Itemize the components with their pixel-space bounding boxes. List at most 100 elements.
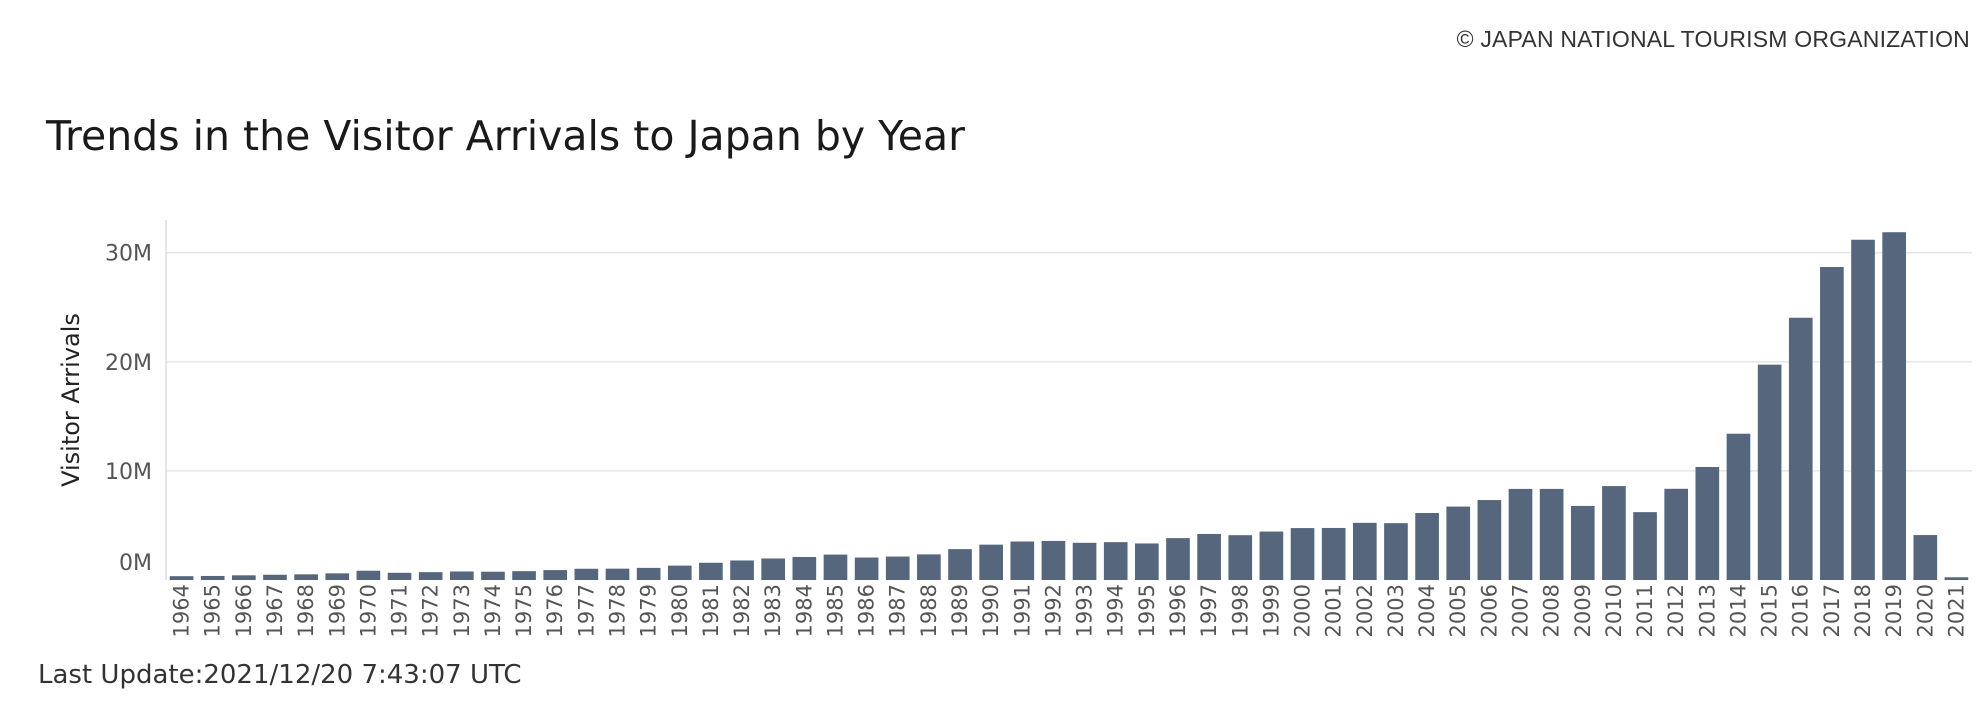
y-tick-label: 10M (105, 460, 152, 485)
x-tick-label-1997: 1997 (1197, 584, 1221, 637)
bar-1976[interactable] (543, 570, 568, 580)
bar-2003[interactable] (1384, 523, 1408, 580)
bar-1983[interactable] (761, 558, 786, 580)
bar-2002[interactable] (1352, 522, 1377, 580)
x-tick-label-1998: 1998 (1228, 584, 1252, 637)
x-tick-label-1999: 1999 (1259, 584, 1283, 637)
bar-1993[interactable] (1072, 542, 1097, 580)
bar-1995[interactable] (1135, 543, 1159, 580)
x-tick-label-1992: 1992 (1041, 584, 1065, 637)
bar-1990[interactable] (979, 544, 1003, 580)
x-tick-label-1969: 1969 (325, 584, 349, 637)
x-tick-label-2001: 2001 (1322, 584, 1346, 637)
x-tick-label-2019: 2019 (1882, 584, 1906, 637)
bar-1996[interactable] (1166, 538, 1190, 580)
x-tick-label-1972: 1972 (419, 584, 443, 637)
x-tick-label-1979: 1979 (637, 584, 661, 637)
bar-2012[interactable] (1664, 488, 1689, 580)
bar-1970[interactable] (356, 570, 381, 580)
x-tick-label-2014: 2014 (1726, 584, 1750, 637)
bar-1974[interactable] (481, 571, 505, 580)
x-tick-label-2009: 2009 (1571, 584, 1595, 637)
bar-2004[interactable] (1415, 513, 1439, 580)
bar-1987[interactable] (885, 556, 910, 580)
x-tick-label-1993: 1993 (1073, 584, 1097, 637)
bar-1981[interactable] (699, 562, 723, 580)
bar-1989[interactable] (948, 549, 972, 580)
bar-2015[interactable] (1757, 364, 1782, 580)
bar-2005[interactable] (1446, 506, 1471, 580)
bars (169, 232, 1969, 580)
x-axis-ticks: 1964 1965 1966 1967 1968 1969 1970 1971 1972 1973… (170, 584, 1969, 637)
x-tick-label-1995: 1995 (1135, 584, 1159, 637)
x-tick-label-1991: 1991 (1010, 584, 1034, 637)
bar-1967[interactable] (263, 574, 287, 580)
bar-1971[interactable] (387, 572, 412, 580)
x-tick-label-2004: 2004 (1415, 584, 1439, 637)
bar-2000[interactable] (1290, 528, 1315, 580)
bar-1979[interactable] (636, 567, 661, 580)
bar-1966[interactable] (232, 575, 256, 580)
x-tick-label-1996: 1996 (1166, 584, 1190, 637)
x-tick-label-2016: 2016 (1789, 584, 1813, 637)
bar-1999[interactable] (1259, 531, 1284, 580)
x-tick-label-1975: 1975 (512, 584, 536, 637)
bar-1992[interactable] (1041, 540, 1066, 580)
bar-2019[interactable] (1882, 232, 1906, 580)
x-tick-label-1980: 1980 (668, 584, 692, 637)
y-axis-label: Visitor Arrivals (57, 313, 85, 487)
bar-2017[interactable] (1820, 267, 1844, 580)
bar-2008[interactable] (1539, 488, 1564, 580)
x-tick-label-1965: 1965 (201, 584, 225, 637)
bar-2011[interactable] (1633, 512, 1657, 580)
bar-1998[interactable] (1228, 535, 1253, 580)
bar-1975[interactable] (512, 571, 536, 580)
x-tick-label-1971: 1971 (388, 584, 412, 637)
x-tick-label-1977: 1977 (574, 584, 598, 637)
bar-1972[interactable] (418, 572, 443, 580)
bar-2014[interactable] (1726, 433, 1751, 580)
x-tick-label-1974: 1974 (481, 584, 505, 637)
bar-1969[interactable] (325, 573, 350, 580)
gridlines (166, 251, 1972, 472)
x-tick-label-1994: 1994 (1104, 584, 1128, 637)
bar-1997[interactable] (1197, 533, 1221, 580)
bar-2018[interactable] (1851, 239, 1875, 580)
x-tick-label-2013: 2013 (1695, 584, 1719, 637)
bar-1968[interactable] (294, 574, 318, 580)
bar-1985[interactable] (823, 554, 848, 580)
x-tick-label-1988: 1988 (917, 584, 941, 637)
x-tick-label-2007: 2007 (1509, 584, 1533, 637)
bar-1994[interactable] (1103, 542, 1128, 580)
bar-1984[interactable] (792, 556, 817, 580)
x-tick-label-1978: 1978 (606, 584, 630, 637)
bar-2020[interactable] (1913, 535, 1938, 580)
bar-1986[interactable] (854, 557, 879, 580)
bar-1980[interactable] (667, 565, 692, 580)
y-tick-label: 30M (105, 242, 152, 267)
bar-2016[interactable] (1788, 317, 1813, 580)
y-tick-label: 20M (105, 351, 152, 376)
chart-title: Trends in the Visitor Arrivals to Japan … (46, 112, 965, 160)
bar-1988[interactable] (917, 554, 941, 580)
x-tick-label-2012: 2012 (1664, 584, 1688, 637)
bar-1977[interactable] (574, 568, 599, 580)
bar-2007[interactable] (1508, 488, 1533, 580)
bar-1964[interactable] (169, 576, 194, 580)
x-tick-label-1986: 1986 (855, 584, 879, 637)
bar-2021[interactable] (1944, 577, 1969, 580)
x-tick-label-2021: 2021 (1944, 584, 1968, 637)
bar-2006[interactable] (1477, 500, 1502, 580)
bar-1982[interactable] (730, 560, 754, 580)
bar-2013[interactable] (1695, 466, 1720, 580)
bar-1965[interactable] (200, 575, 225, 580)
bar-1991[interactable] (1010, 541, 1035, 580)
x-tick-label-1984: 1984 (792, 584, 816, 637)
bar-2010[interactable] (1602, 486, 1626, 580)
bar-2001[interactable] (1321, 527, 1346, 580)
bar-1978[interactable] (605, 568, 630, 580)
bar-2009[interactable] (1570, 505, 1595, 580)
bar-1973[interactable] (449, 571, 474, 580)
copyright-notice: © JAPAN NATIONAL TOURISM ORGANIZATION (1456, 26, 1970, 52)
